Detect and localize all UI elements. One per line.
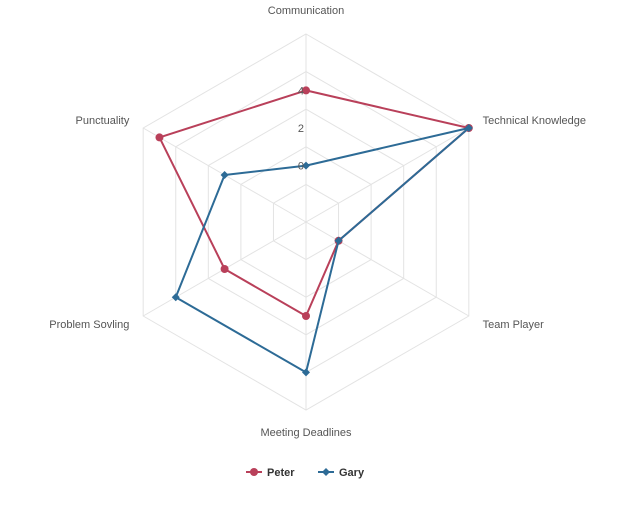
data-point-peter bbox=[302, 312, 310, 320]
axis-label: Problem Sovling bbox=[49, 319, 129, 331]
series-layer bbox=[155, 86, 473, 377]
data-point-gary bbox=[464, 124, 473, 132]
tick-label: 2 bbox=[298, 123, 304, 135]
data-point-gary bbox=[302, 161, 310, 170]
axis-label: Team Player bbox=[483, 319, 544, 331]
axis-label: Meeting Deadlines bbox=[260, 427, 352, 439]
legend-item-gary[interactable]: Gary bbox=[318, 467, 365, 479]
data-point-peter bbox=[220, 265, 229, 273]
legend[interactable]: Peter Gary bbox=[246, 467, 365, 479]
label-layer: 0 2 4 Communication Technical Knowledge Team … bbox=[49, 5, 586, 439]
grid-spoke bbox=[305, 221, 470, 317]
data-point-gary bbox=[171, 293, 180, 302]
data-point-peter bbox=[155, 133, 164, 142]
data-point-gary bbox=[334, 236, 343, 245]
tick-label: 4 bbox=[298, 85, 304, 97]
series-line-peter bbox=[158, 89, 470, 317]
legend-label: Peter bbox=[267, 467, 295, 479]
axis-label: Communication bbox=[268, 5, 344, 17]
grid-spoke bbox=[305, 127, 470, 223]
tick-label: 0 bbox=[298, 161, 304, 173]
data-point-peter bbox=[302, 86, 310, 95]
axis-label: Punctuality bbox=[76, 115, 130, 127]
data-point-gary bbox=[302, 368, 310, 377]
axis-label: Technical Knowledge bbox=[483, 115, 586, 127]
data-point-gary bbox=[220, 171, 229, 179]
legend-label: Gary bbox=[339, 467, 365, 479]
legend-marker bbox=[322, 468, 330, 476]
legend-marker bbox=[250, 468, 258, 476]
legend-item-peter[interactable]: Peter bbox=[246, 467, 295, 479]
